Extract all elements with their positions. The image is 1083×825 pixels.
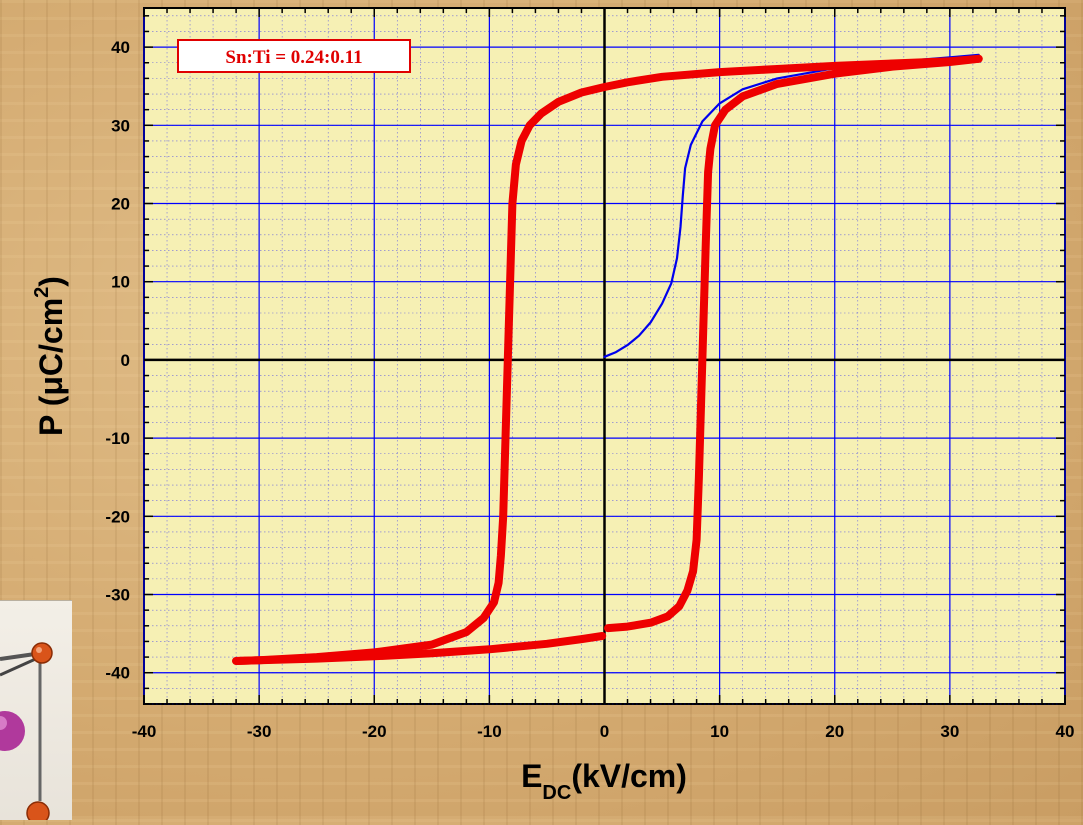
y-tick-label: 10 <box>111 273 130 292</box>
y-tick-label: 30 <box>111 116 130 135</box>
y-tick-label: -10 <box>105 429 130 448</box>
y-tick-label: -40 <box>105 664 130 683</box>
x-tick-label: 20 <box>825 722 844 741</box>
x-tick-label: -10 <box>477 722 502 741</box>
x-tick-label: -20 <box>362 722 387 741</box>
x-axis-title: EDC(kV/cm) <box>521 758 687 804</box>
minor-ticks <box>143 8 1066 705</box>
annotation-box: Sn:Ti = 0.24:0.11 <box>177 39 411 73</box>
x-tick-label: -30 <box>247 722 272 741</box>
data-series <box>232 53 983 665</box>
annotation-text: Sn:Ti = 0.24:0.11 <box>225 47 362 68</box>
x-tick-label: 10 <box>710 722 729 741</box>
y-tick-label: 20 <box>111 195 130 214</box>
x-tick-label: 40 <box>1056 722 1075 741</box>
x-tick-label: -40 <box>132 722 157 741</box>
x-tick-label: 0 <box>600 722 609 741</box>
hysteresis-branch <box>232 632 607 665</box>
y-tick-labels: -40 -30 -20 -10 0 10 20 30 40 <box>105 38 130 683</box>
hysteresis-branch <box>604 54 983 633</box>
y-tick-label: -20 <box>105 507 130 526</box>
hysteresis-branch <box>232 54 983 665</box>
y-axis-title: P (μC/cm2) <box>31 276 69 436</box>
y-tick-label: 40 <box>111 38 130 57</box>
x-tick-labels: -40 -30 -20 -10 0 10 20 30 40 <box>132 722 1075 741</box>
x-tick-label: 30 <box>940 722 959 741</box>
y-tick-label: 0 <box>121 351 130 370</box>
y-tick-label: -30 <box>105 586 130 605</box>
crystal-structure-illustration <box>0 642 53 825</box>
crystal-structure-image <box>0 600 72 825</box>
